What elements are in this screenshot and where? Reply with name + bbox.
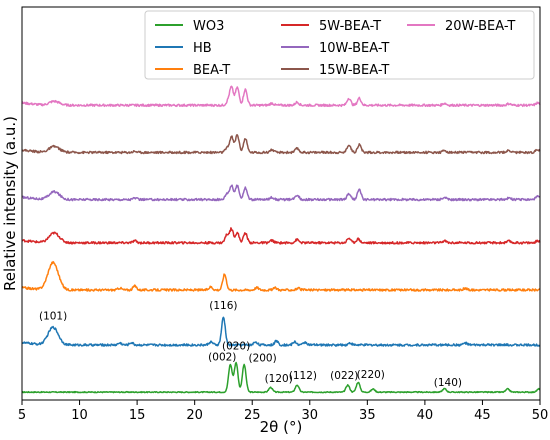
legend-entry-15w-bea-t: 15W-BEA-T	[319, 63, 389, 78]
series-line-15w-bea-t	[21, 134, 541, 155]
legend-entry-20w-bea-t: 20W-BEA-T	[445, 19, 515, 34]
x-tick-label: 20	[186, 408, 203, 423]
x-tick-label: 10	[71, 408, 88, 423]
legend-entry-10w-bea-t: 10W-BEA-T	[319, 41, 389, 56]
x-tick-layer: 5 10 15 20 25 30 35 40 45 50	[18, 400, 548, 423]
legend-entry-hb: HB	[193, 41, 212, 56]
y-axis-label: Relative intensity (a.u.)	[1, 116, 19, 291]
x-tick-label: 30	[302, 408, 319, 423]
x-tick-label: 50	[532, 408, 549, 423]
x-tick-label: 40	[417, 408, 434, 423]
x-tick-label: 5	[18, 408, 26, 423]
x-tick-label: 25	[244, 408, 261, 423]
legend-box	[144, 10, 535, 80]
legend-entry-bea-t: BEA-T	[193, 63, 230, 78]
peak-label: (120)	[265, 373, 293, 385]
annotation-layer: (101) (116) (002)(020)(200) (120)(112) (022)…	[39, 300, 462, 389]
peak-label: (022)	[330, 370, 358, 382]
peak-label: (116)	[209, 300, 237, 312]
peak-label: (220)	[357, 369, 385, 381]
series-layer	[21, 85, 541, 394]
peak-label: (200)	[248, 353, 276, 365]
series-line-10w-bea-t	[21, 184, 541, 202]
series-line-hb	[21, 316, 541, 347]
series-line-5w-bea-t	[21, 227, 541, 245]
peak-label: (140)	[434, 377, 462, 389]
peak-label: (101)	[39, 310, 67, 322]
series-line-20w-bea-t	[21, 85, 541, 108]
legend-entry-5w-bea-t: 5W-BEA-T	[319, 19, 381, 34]
x-axis-label: 2θ (°)	[260, 418, 303, 436]
series-line-wo3	[21, 361, 541, 394]
plot-frame	[21, 6, 541, 401]
peak-label: (020)	[222, 341, 250, 353]
peak-label: (002)	[208, 352, 236, 364]
x-tick-label: 35	[359, 408, 376, 423]
x-tick-label: 15	[129, 408, 146, 423]
peak-label: (112)	[289, 370, 317, 382]
x-tick-label: 45	[474, 408, 491, 423]
legend-entry-wo3: WO3	[193, 19, 224, 34]
series-line-bea-t	[21, 260, 541, 292]
legend: WO3 HB BEA-T 5W-BEA-T 10W-BEA-T 15W-BEA-T 20W-…	[144, 10, 535, 80]
